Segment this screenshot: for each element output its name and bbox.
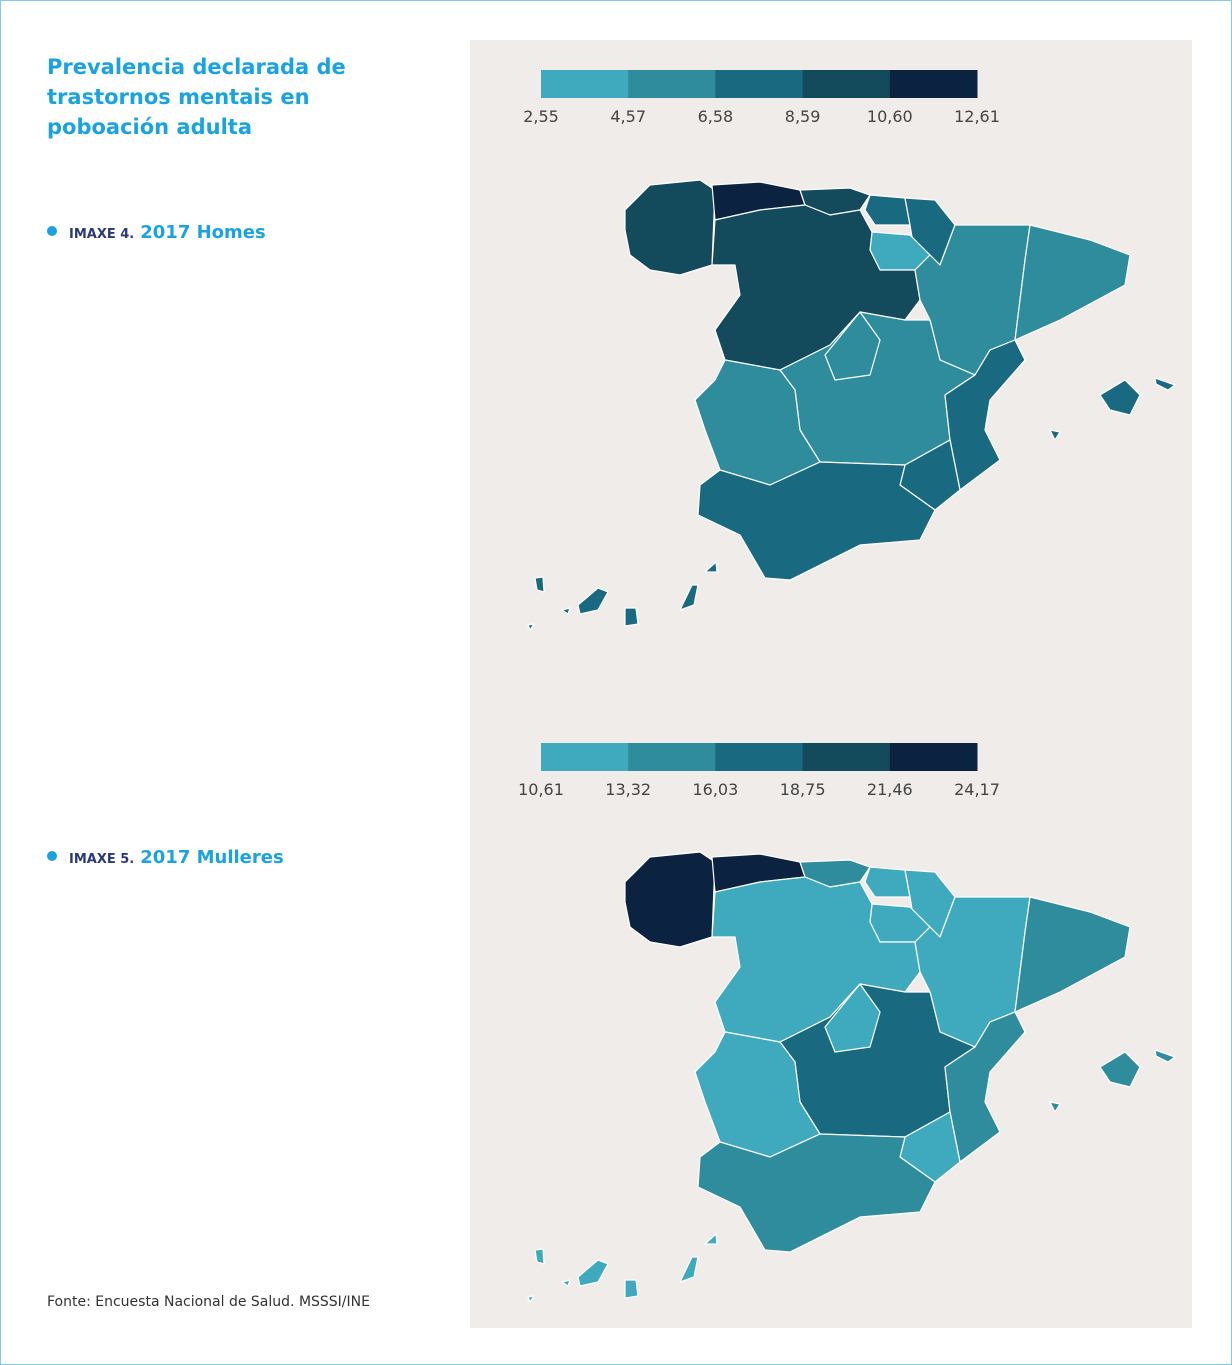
region (711, 204, 921, 371)
figure-label: IMAXE 4. (69, 227, 135, 242)
legend-swatch (628, 743, 716, 771)
legend-label: 6,58 (698, 107, 734, 126)
region (704, 1233, 718, 1245)
region (534, 576, 545, 593)
legend-swatch (628, 70, 716, 98)
region (624, 1279, 639, 1299)
region (561, 1279, 571, 1287)
region (824, 983, 881, 1053)
region (624, 851, 716, 948)
region (697, 1133, 936, 1253)
figure-heading: IMAXE 4. 2017 Homes (47, 222, 266, 243)
figure-subtitle: 2017 Mulleres (140, 847, 284, 868)
region (1014, 224, 1131, 341)
legend-label: 16,03 (692, 780, 738, 799)
region (534, 1248, 545, 1265)
region (679, 584, 699, 611)
region (577, 1259, 609, 1287)
region (944, 1011, 1026, 1163)
region (944, 339, 1026, 491)
region (864, 194, 911, 226)
legend-label: 10,60 (867, 107, 913, 126)
region (1154, 1049, 1176, 1063)
title: Prevalencia declarada de trastornos ment… (47, 55, 346, 139)
region (1099, 1051, 1141, 1088)
region (527, 1295, 535, 1303)
region (624, 607, 639, 627)
region (824, 311, 881, 381)
legend-swatch (541, 743, 629, 771)
figure-subtitle: 2017 Homes (140, 222, 266, 243)
bullet (47, 226, 57, 236)
legend-swatch (889, 743, 978, 771)
legend-swatch (715, 70, 804, 98)
region (527, 623, 535, 631)
legend-swatch (889, 70, 978, 98)
legend-swatch (802, 70, 891, 98)
region (711, 876, 921, 1043)
legend-label: 24,17 (954, 780, 1000, 799)
region (679, 1256, 699, 1283)
legend-label: 21,46 (867, 780, 913, 799)
region (1099, 379, 1141, 416)
region (697, 461, 936, 581)
figure-label: IMAXE 5. (69, 852, 135, 867)
legend-label: 4,57 (610, 107, 646, 126)
legend-label: 13,32 (605, 780, 651, 799)
legend-swatch (541, 70, 629, 98)
region (1014, 896, 1131, 1013)
source: Fonte: Encuesta Nacional de Salud. MSSSI… (47, 1294, 370, 1310)
region (561, 607, 571, 615)
region (1049, 1101, 1061, 1113)
legend-label: 12,61 (954, 107, 1000, 126)
region (1049, 429, 1061, 441)
legend-label: 2,55 (523, 107, 559, 126)
legend-swatch (802, 743, 891, 771)
bullet (47, 851, 57, 861)
region (1154, 377, 1176, 391)
legend-label: 10,61 (518, 780, 564, 799)
legend-swatch (715, 743, 804, 771)
region (864, 866, 911, 898)
figure-heading: IMAXE 5. 2017 Mulleres (47, 847, 284, 868)
region (577, 587, 609, 615)
legend-label: 8,59 (785, 107, 821, 126)
legend-label: 18,75 (780, 780, 826, 799)
region (704, 561, 718, 573)
region (624, 179, 716, 276)
